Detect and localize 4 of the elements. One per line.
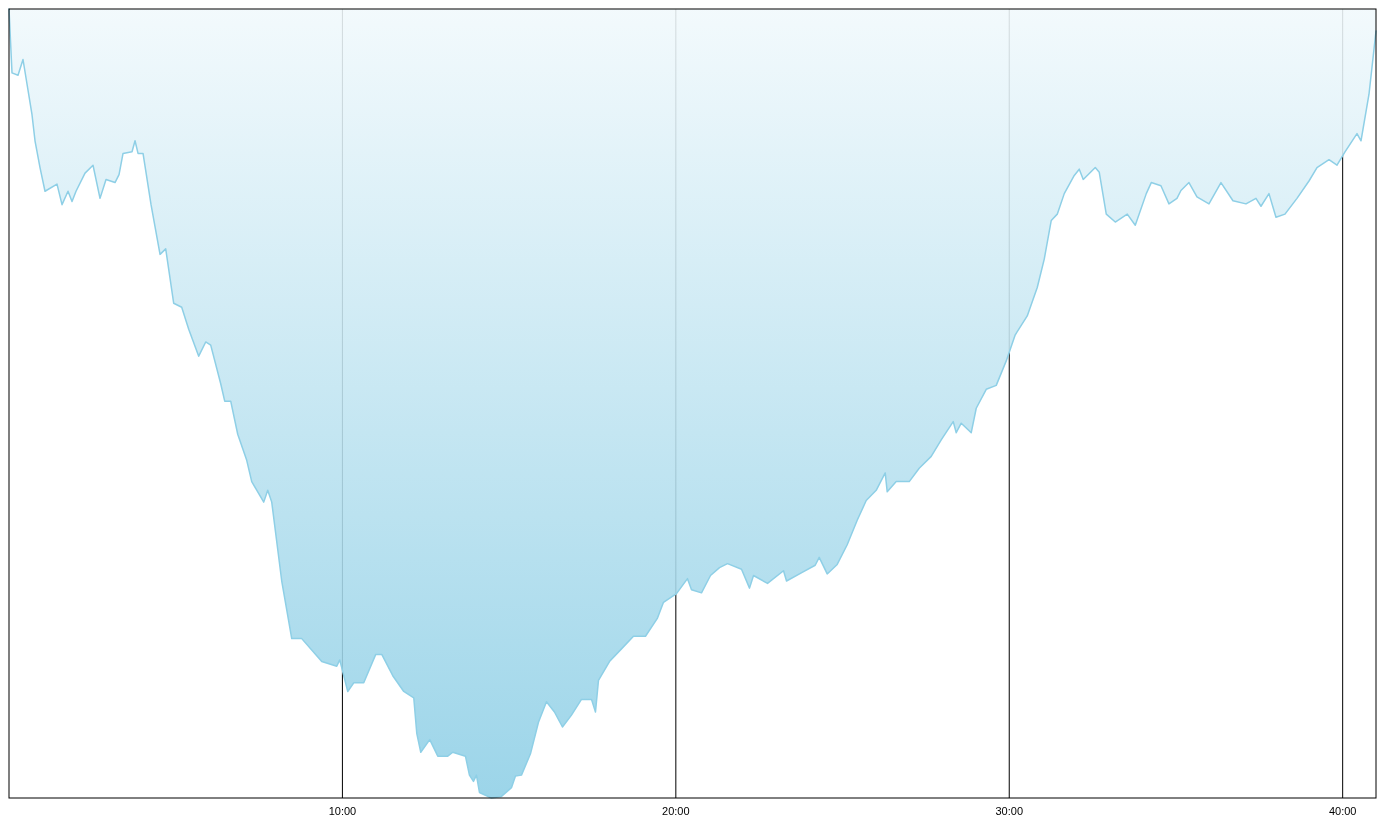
x-tick-label: 40:00 [1328,805,1357,817]
x-tick-label: 30:00 [995,805,1024,817]
x-tick-label: 10:00 [328,805,357,817]
x-tick-label: 20:00 [662,805,690,817]
